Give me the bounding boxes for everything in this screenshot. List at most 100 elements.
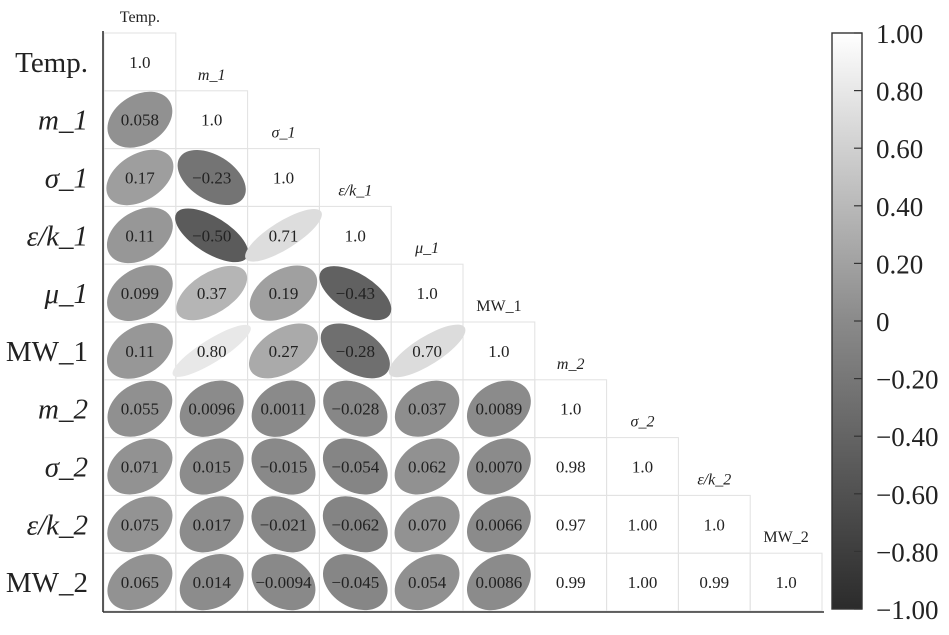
ellipse-6-0 bbox=[107, 380, 173, 437]
ellipse-3-1 bbox=[175, 208, 249, 263]
value-label-6-4: 0.037 bbox=[408, 400, 447, 419]
value-label-9-9: 1.0 bbox=[775, 573, 796, 592]
value-label-2-0: 0.17 bbox=[125, 169, 155, 188]
correlation-value-labels: 1.00.058 1.00.17 −0.23 1.00.11 −0.50 0.71 1.00… bbox=[121, 53, 797, 592]
value-label-4-1: 0.37 bbox=[197, 284, 227, 303]
colorbar-tick-label-6: −0.20 bbox=[876, 365, 938, 395]
row-label-1: m_1 bbox=[38, 105, 88, 137]
value-label-7-5: 0.0070 bbox=[476, 458, 523, 477]
ellipse-8-1 bbox=[179, 496, 244, 553]
column-label-9: MW_2 bbox=[763, 529, 808, 546]
value-label-8-2: −0.021 bbox=[260, 515, 308, 534]
ellipse-7-4 bbox=[394, 438, 460, 495]
column-label-6: m_2 bbox=[557, 356, 585, 373]
value-label-7-2: −0.015 bbox=[260, 458, 308, 477]
value-label-3-3: 1.0 bbox=[345, 226, 366, 245]
column-label-0: Temp. bbox=[120, 9, 160, 26]
value-label-8-6: 0.97 bbox=[556, 515, 586, 534]
value-label-9-2: −0.0094 bbox=[255, 573, 312, 592]
value-label-8-1: 0.017 bbox=[193, 515, 232, 534]
colorbar-tick-label-7: −0.40 bbox=[876, 422, 938, 452]
colorbar-tick-label-9: −0.80 bbox=[876, 537, 938, 567]
column-label-1: m_1 bbox=[198, 67, 226, 84]
value-label-9-4: 0.054 bbox=[408, 573, 447, 592]
ellipse-8-5 bbox=[466, 496, 531, 553]
value-label-3-2: 0.71 bbox=[269, 226, 299, 245]
row-label-5: MW_1 bbox=[6, 336, 88, 368]
ellipse-1-0 bbox=[107, 91, 173, 148]
row-label-0: Temp. bbox=[15, 47, 88, 79]
value-label-7-0: 0.071 bbox=[121, 458, 159, 477]
ellipse-7-2 bbox=[251, 438, 316, 495]
ellipse-4-2 bbox=[249, 265, 318, 321]
ellipse-9-1 bbox=[179, 553, 244, 611]
ellipse-2-1 bbox=[177, 149, 246, 206]
value-label-8-4: 0.070 bbox=[408, 515, 446, 534]
ellipse-6-3 bbox=[323, 380, 388, 437]
ellipse-7-0 bbox=[107, 438, 173, 495]
ellipse-5-4 bbox=[388, 324, 466, 378]
row-label-8: ε/k_2 bbox=[27, 509, 88, 541]
grid-cell-9-9 bbox=[749, 552, 823, 612]
value-label-3-1: −0.50 bbox=[192, 226, 231, 245]
correlation-ellipses bbox=[106, 91, 531, 611]
grid-lines bbox=[103, 32, 823, 612]
ellipse-4-3 bbox=[319, 266, 392, 321]
ellipse-7-3 bbox=[322, 438, 388, 495]
value-label-2-2: 1.0 bbox=[273, 169, 294, 188]
column-label-7: σ_2 bbox=[631, 414, 655, 431]
value-label-4-4: 1.0 bbox=[416, 284, 437, 303]
ellipse-5-1 bbox=[172, 324, 251, 377]
row-label-4: μ_1 bbox=[43, 278, 88, 310]
row-label-9: MW_2 bbox=[6, 567, 88, 599]
value-label-6-6: 1.0 bbox=[560, 400, 581, 419]
value-label-6-5: 0.0089 bbox=[476, 400, 523, 419]
value-label-9-3: −0.045 bbox=[331, 573, 379, 592]
row-label-6: m_2 bbox=[38, 394, 88, 426]
ellipse-5-0 bbox=[106, 323, 173, 379]
value-label-8-8: 1.0 bbox=[704, 515, 725, 534]
value-label-0-0: 1.0 bbox=[129, 53, 150, 72]
axes bbox=[102, 31, 824, 613]
colorbar-tick-label-8: −0.60 bbox=[876, 480, 938, 510]
value-label-8-5: 0.0066 bbox=[476, 515, 523, 534]
value-label-9-0: 0.065 bbox=[121, 573, 159, 592]
ellipse-3-0 bbox=[106, 207, 173, 264]
variable-labels: Temp. m_1 σ_1 ε/k_1 μ_1 MW_1 m_2 σ_2 ε/k_2 MW_2 Te… bbox=[6, 9, 809, 599]
value-label-8-0: 0.075 bbox=[121, 515, 159, 534]
ellipse-8-2 bbox=[251, 496, 316, 553]
value-label-4-0: 0.099 bbox=[121, 284, 159, 303]
colorbar-tick-label-5: 0 bbox=[876, 307, 890, 337]
value-label-5-0: 0.11 bbox=[125, 342, 154, 361]
ellipse-7-5 bbox=[466, 438, 531, 495]
colorbar-tick-label-2: 0.60 bbox=[876, 134, 923, 164]
column-label-5: MW_1 bbox=[476, 298, 521, 315]
value-label-8-7: 1.00 bbox=[628, 515, 658, 534]
value-label-3-0: 0.11 bbox=[125, 226, 154, 245]
ellipse-9-2 bbox=[251, 553, 316, 611]
value-label-7-6: 0.98 bbox=[556, 458, 586, 477]
ellipse-9-3 bbox=[323, 554, 388, 611]
ellipse-9-0 bbox=[107, 554, 173, 611]
value-label-5-5: 1.0 bbox=[488, 342, 509, 361]
ellipse-4-1 bbox=[176, 265, 248, 321]
column-label-3: ε/k_1 bbox=[338, 182, 372, 199]
row-label-3: ε/k_1 bbox=[27, 220, 88, 252]
ellipse-3-2 bbox=[245, 209, 322, 262]
value-label-9-8: 0.99 bbox=[699, 573, 729, 592]
ellipse-9-5 bbox=[466, 553, 531, 611]
column-label-4: μ_1 bbox=[414, 240, 439, 257]
value-label-7-3: −0.054 bbox=[331, 458, 379, 477]
value-label-4-3: −0.43 bbox=[336, 284, 375, 303]
value-label-1-0: 0.058 bbox=[121, 111, 159, 130]
value-label-7-1: 0.015 bbox=[193, 458, 231, 477]
ellipse-5-3 bbox=[320, 323, 390, 379]
value-label-6-0: 0.055 bbox=[121, 400, 159, 419]
value-label-5-1: 0.80 bbox=[197, 342, 227, 361]
colorbar-tick-label-4: 0.20 bbox=[876, 249, 923, 279]
value-label-5-4: 0.70 bbox=[412, 342, 442, 361]
ellipse-2-0 bbox=[106, 149, 174, 206]
value-label-2-1: −0.23 bbox=[192, 169, 231, 188]
value-label-8-3: −0.062 bbox=[331, 515, 379, 534]
